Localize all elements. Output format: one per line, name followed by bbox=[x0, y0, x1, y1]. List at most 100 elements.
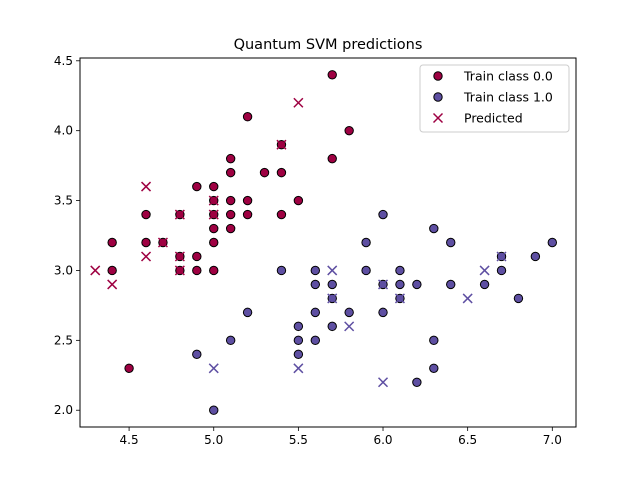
train-class-1-point bbox=[395, 265, 405, 276]
train-class-1-point bbox=[429, 363, 439, 373]
train-class-1-point bbox=[310, 335, 321, 346]
predicted-point bbox=[174, 209, 185, 220]
train-class-1-point bbox=[242, 307, 253, 318]
legend-label: Train class 1.0 bbox=[463, 90, 553, 105]
train-class-0-point bbox=[192, 251, 202, 262]
legend-marker-train-class-1 bbox=[433, 92, 443, 102]
x-tick-label: 5.0 bbox=[204, 433, 223, 447]
predicted-point bbox=[327, 293, 338, 304]
train-class-0-point bbox=[209, 181, 219, 192]
train-class-0-point bbox=[242, 112, 253, 122]
train-class-0-point bbox=[141, 209, 151, 220]
train-class-1-point bbox=[429, 223, 439, 234]
predicted-point bbox=[174, 251, 185, 262]
train-class-0-point bbox=[225, 209, 236, 220]
predicted-point bbox=[344, 321, 355, 332]
train-class-1-point bbox=[209, 405, 219, 415]
predicted-point bbox=[140, 181, 152, 192]
train-class-0-point bbox=[242, 195, 253, 206]
train-class-1-point bbox=[496, 265, 507, 276]
legend-label: Predicted bbox=[464, 111, 523, 126]
train-class-1-point bbox=[378, 209, 388, 220]
train-class-0-point bbox=[209, 223, 219, 234]
train-class-1-point bbox=[361, 265, 371, 276]
y-axis: 2.0 2.5 3.0 3.5 4.0 4.5 bbox=[54, 54, 80, 417]
train-class-1-point bbox=[446, 237, 456, 248]
train-class-0-point bbox=[276, 167, 287, 178]
predicted-point bbox=[208, 195, 219, 206]
train-class-0-point bbox=[124, 363, 134, 373]
predicted-point bbox=[174, 265, 185, 276]
train-class-1-point bbox=[395, 279, 405, 290]
y-tick-label: 2.0 bbox=[54, 403, 73, 417]
train-class-0-point bbox=[327, 70, 337, 80]
train-class-1-point bbox=[513, 293, 524, 304]
train-class-1-point bbox=[310, 265, 321, 276]
train-class-1-point bbox=[293, 321, 304, 332]
chart-title: Quantum SVM predictions bbox=[234, 37, 423, 53]
train-class-0-point bbox=[225, 167, 236, 178]
train-class-1-point bbox=[446, 279, 456, 290]
points-layer bbox=[90, 70, 558, 415]
train-class-0-point bbox=[209, 265, 219, 276]
legend-marker-predicted bbox=[432, 112, 444, 124]
predicted-point bbox=[462, 293, 473, 304]
x-tick-label: 5.5 bbox=[289, 433, 308, 447]
predicted-point bbox=[394, 293, 405, 304]
train-class-0-point bbox=[242, 209, 253, 220]
predicted-point bbox=[140, 251, 152, 262]
train-class-0-point bbox=[209, 237, 219, 248]
train-class-0-point bbox=[259, 167, 270, 178]
predicted-point bbox=[377, 377, 389, 388]
train-class-0-point bbox=[225, 195, 236, 206]
train-class-0-point bbox=[107, 265, 117, 276]
x-tick-label: 4.5 bbox=[120, 433, 139, 447]
train-class-0-point bbox=[225, 153, 236, 164]
train-class-1-point bbox=[327, 321, 337, 332]
train-class-0-point bbox=[327, 153, 337, 164]
train-class-1-point bbox=[547, 237, 558, 248]
x-tick-label: 6.5 bbox=[458, 433, 477, 447]
y-tick-label: 4.0 bbox=[54, 124, 73, 138]
predicted-point bbox=[107, 279, 118, 290]
train-class-0-point bbox=[192, 265, 202, 276]
train-class-1-point bbox=[412, 377, 422, 387]
train-class-0-point bbox=[192, 181, 202, 192]
train-class-1-point bbox=[361, 237, 371, 248]
legend-box bbox=[419, 64, 570, 133]
train-class-0-point bbox=[225, 223, 236, 234]
y-tick-label: 3.0 bbox=[54, 263, 73, 277]
train-class-1-point bbox=[429, 335, 439, 346]
predicted-point bbox=[208, 363, 219, 374]
train-class-0-point bbox=[344, 125, 354, 136]
train-class-1-point bbox=[293, 335, 304, 346]
legend-marker-train-class-0 bbox=[433, 71, 443, 81]
x-tick-label: 7.0 bbox=[543, 433, 562, 447]
train-class-1-point bbox=[479, 279, 490, 290]
predicted-point bbox=[157, 237, 168, 248]
predicted-point bbox=[208, 209, 219, 220]
y-tick-label: 2.5 bbox=[54, 333, 73, 347]
predicted-point bbox=[293, 363, 304, 374]
predicted-point bbox=[90, 265, 101, 276]
y-tick-label: 4.5 bbox=[54, 54, 73, 68]
y-tick-label: 3.5 bbox=[54, 194, 73, 208]
train-class-1-point bbox=[310, 279, 321, 290]
train-class-1-point bbox=[293, 349, 304, 360]
legend-label: Train class 0.0 bbox=[463, 69, 553, 84]
predicted-point bbox=[327, 265, 338, 276]
train-class-1-point bbox=[276, 265, 287, 276]
plot-frame bbox=[79, 57, 577, 428]
train-class-1-point bbox=[327, 279, 337, 290]
x-axis: 4.5 5.0 5.5 6.0 6.5 7.0 bbox=[120, 427, 562, 447]
train-class-1-point bbox=[412, 279, 422, 290]
train-class-0-point bbox=[107, 237, 117, 248]
predicted-point bbox=[276, 139, 287, 150]
train-class-1-point bbox=[378, 307, 388, 318]
train-class-0-point bbox=[141, 237, 151, 248]
train-class-0-point bbox=[276, 209, 287, 220]
predicted-point bbox=[479, 265, 490, 276]
train-class-1-point bbox=[310, 307, 321, 318]
train-class-1-point bbox=[344, 307, 354, 318]
